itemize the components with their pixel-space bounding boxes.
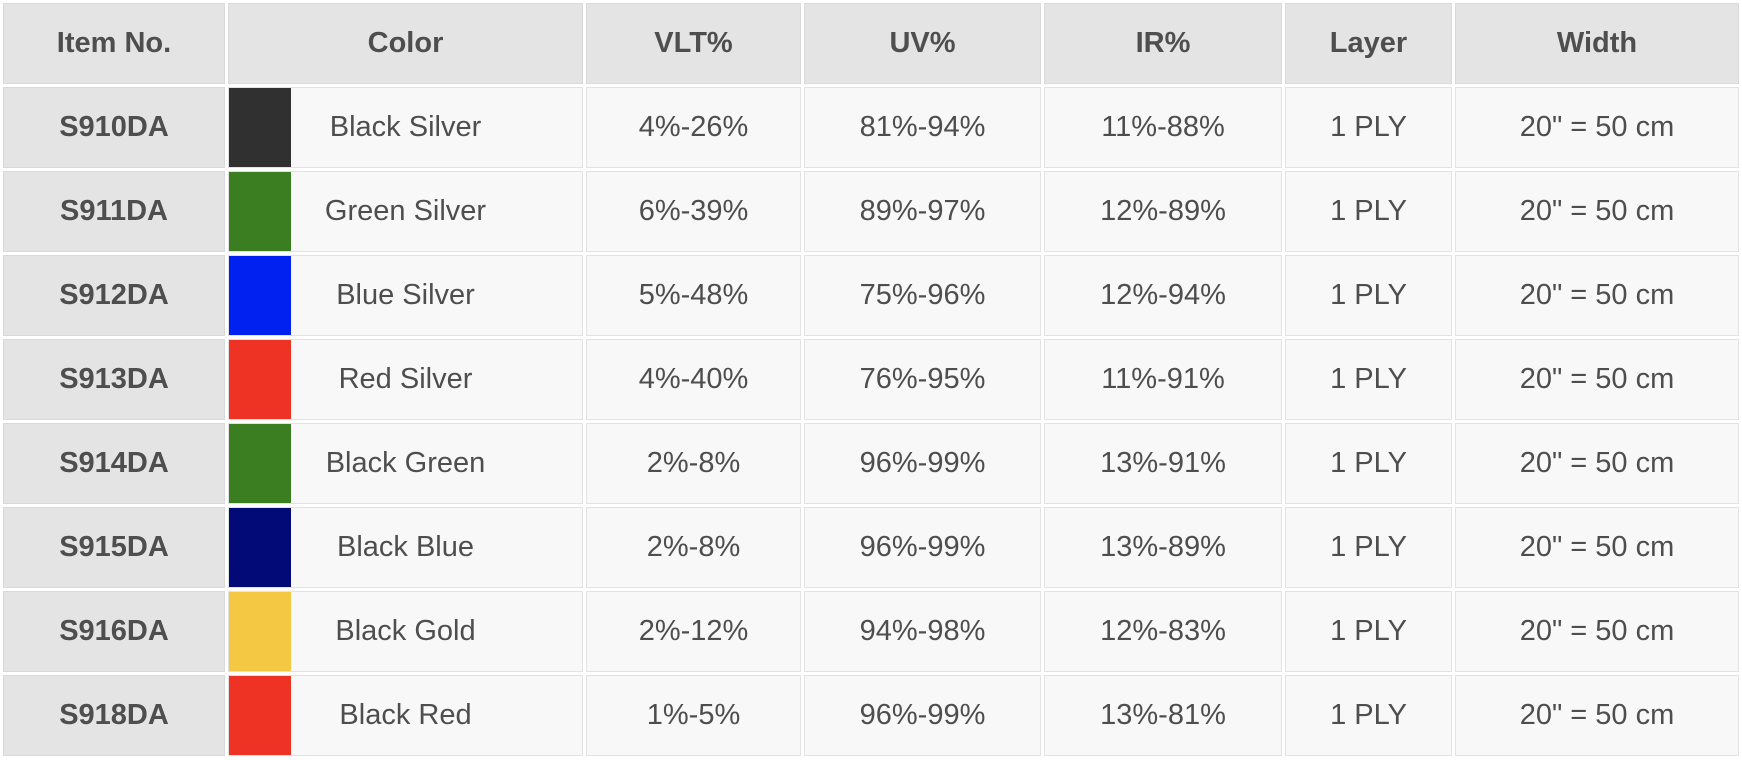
item-no-cell: S918DA bbox=[3, 675, 225, 756]
table-row: S918DA Black Red 1%-5% 96%-99% 13%-81% 1… bbox=[3, 675, 1739, 756]
width-cell: 20" = 50 cm bbox=[1455, 87, 1739, 168]
color-cell: Black Blue bbox=[228, 507, 583, 588]
ir-cell: 12%-83% bbox=[1044, 591, 1282, 672]
table-body: S910DA Black Silver 4%-26% 81%-94% 11%-8… bbox=[3, 87, 1739, 756]
column-header-layer: Layer bbox=[1285, 3, 1452, 84]
vlt-cell: 5%-48% bbox=[586, 255, 801, 336]
item-no-cell: S911DA bbox=[3, 171, 225, 252]
item-no-cell: S914DA bbox=[3, 423, 225, 504]
table-row: S912DA Blue Silver 5%-48% 75%-96% 12%-94… bbox=[3, 255, 1739, 336]
item-no-cell: S916DA bbox=[3, 591, 225, 672]
table-row: S915DA Black Blue 2%-8% 96%-99% 13%-89% … bbox=[3, 507, 1739, 588]
ir-cell: 12%-89% bbox=[1044, 171, 1282, 252]
color-name: Blue Silver bbox=[336, 279, 475, 311]
ir-cell: 11%-88% bbox=[1044, 87, 1282, 168]
layer-cell: 1 PLY bbox=[1285, 591, 1452, 672]
uv-cell: 96%-99% bbox=[804, 507, 1041, 588]
layer-cell: 1 PLY bbox=[1285, 507, 1452, 588]
layer-cell: 1 PLY bbox=[1285, 87, 1452, 168]
vlt-cell: 2%-12% bbox=[586, 591, 801, 672]
green-swatch bbox=[229, 424, 291, 503]
color-cell: Red Silver bbox=[228, 339, 583, 420]
green-swatch bbox=[229, 172, 291, 251]
width-cell: 20" = 50 cm bbox=[1455, 591, 1739, 672]
color-cell: Black Gold bbox=[228, 591, 583, 672]
item-no-cell: S915DA bbox=[3, 507, 225, 588]
uv-cell: 94%-98% bbox=[804, 591, 1041, 672]
column-header-item-no: Item No. bbox=[3, 3, 225, 84]
width-cell: 20" = 50 cm bbox=[1455, 171, 1739, 252]
ir-cell: 12%-94% bbox=[1044, 255, 1282, 336]
layer-cell: 1 PLY bbox=[1285, 255, 1452, 336]
ir-cell: 11%-91% bbox=[1044, 339, 1282, 420]
width-cell: 20" = 50 cm bbox=[1455, 339, 1739, 420]
ir-cell: 13%-91% bbox=[1044, 423, 1282, 504]
gold-swatch bbox=[229, 592, 291, 671]
ir-cell: 13%-89% bbox=[1044, 507, 1282, 588]
column-header-ir: IR% bbox=[1044, 3, 1282, 84]
table-row: S914DA Black Green 2%-8% 96%-99% 13%-91%… bbox=[3, 423, 1739, 504]
color-cell: Black Green bbox=[228, 423, 583, 504]
table-row: S916DA Black Gold 2%-12% 94%-98% 12%-83%… bbox=[3, 591, 1739, 672]
red-swatch bbox=[229, 340, 291, 419]
vlt-cell: 6%-39% bbox=[586, 171, 801, 252]
color-name: Red Silver bbox=[338, 363, 473, 395]
color-name: Black Silver bbox=[329, 111, 482, 143]
header-row: Item No. Color VLT% UV% IR% Layer Width bbox=[3, 3, 1739, 84]
vlt-cell: 2%-8% bbox=[586, 507, 801, 588]
color-cell: Green Silver bbox=[228, 171, 583, 252]
color-name: Black Green bbox=[325, 447, 486, 479]
blue-swatch bbox=[229, 256, 291, 335]
uv-cell: 96%-99% bbox=[804, 675, 1041, 756]
color-name: Black Gold bbox=[335, 615, 476, 647]
uv-cell: 81%-94% bbox=[804, 87, 1041, 168]
table-row: S913DA Red Silver 4%-40% 76%-95% 11%-91%… bbox=[3, 339, 1739, 420]
color-name: Green Silver bbox=[324, 195, 487, 227]
color-name: Black Blue bbox=[336, 531, 474, 563]
width-cell: 20" = 50 cm bbox=[1455, 675, 1739, 756]
vlt-cell: 4%-40% bbox=[586, 339, 801, 420]
layer-cell: 1 PLY bbox=[1285, 171, 1452, 252]
navy-swatch bbox=[229, 508, 291, 587]
width-cell: 20" = 50 cm bbox=[1455, 423, 1739, 504]
column-header-uv: UV% bbox=[804, 3, 1041, 84]
ir-cell: 13%-81% bbox=[1044, 675, 1282, 756]
column-header-width: Width bbox=[1455, 3, 1739, 84]
column-header-color: Color bbox=[228, 3, 583, 84]
vlt-cell: 1%-5% bbox=[586, 675, 801, 756]
column-header-vlt: VLT% bbox=[586, 3, 801, 84]
uv-cell: 96%-99% bbox=[804, 423, 1041, 504]
item-no-cell: S912DA bbox=[3, 255, 225, 336]
color-cell: Black Silver bbox=[228, 87, 583, 168]
color-cell: Blue Silver bbox=[228, 255, 583, 336]
color-name: Black Red bbox=[339, 699, 472, 731]
uv-cell: 89%-97% bbox=[804, 171, 1041, 252]
layer-cell: 1 PLY bbox=[1285, 675, 1452, 756]
layer-cell: 1 PLY bbox=[1285, 339, 1452, 420]
uv-cell: 76%-95% bbox=[804, 339, 1041, 420]
uv-cell: 75%-96% bbox=[804, 255, 1041, 336]
item-no-cell: S913DA bbox=[3, 339, 225, 420]
width-cell: 20" = 50 cm bbox=[1455, 507, 1739, 588]
color-cell: Black Red bbox=[228, 675, 583, 756]
item-no-cell: S910DA bbox=[3, 87, 225, 168]
red-swatch bbox=[229, 676, 291, 755]
table-row: S910DA Black Silver 4%-26% 81%-94% 11%-8… bbox=[3, 87, 1739, 168]
black-swatch bbox=[229, 88, 291, 167]
vlt-cell: 4%-26% bbox=[586, 87, 801, 168]
layer-cell: 1 PLY bbox=[1285, 423, 1452, 504]
table-row: S911DA Green Silver 6%-39% 89%-97% 12%-8… bbox=[3, 171, 1739, 252]
vlt-cell: 2%-8% bbox=[586, 423, 801, 504]
width-cell: 20" = 50 cm bbox=[1455, 255, 1739, 336]
